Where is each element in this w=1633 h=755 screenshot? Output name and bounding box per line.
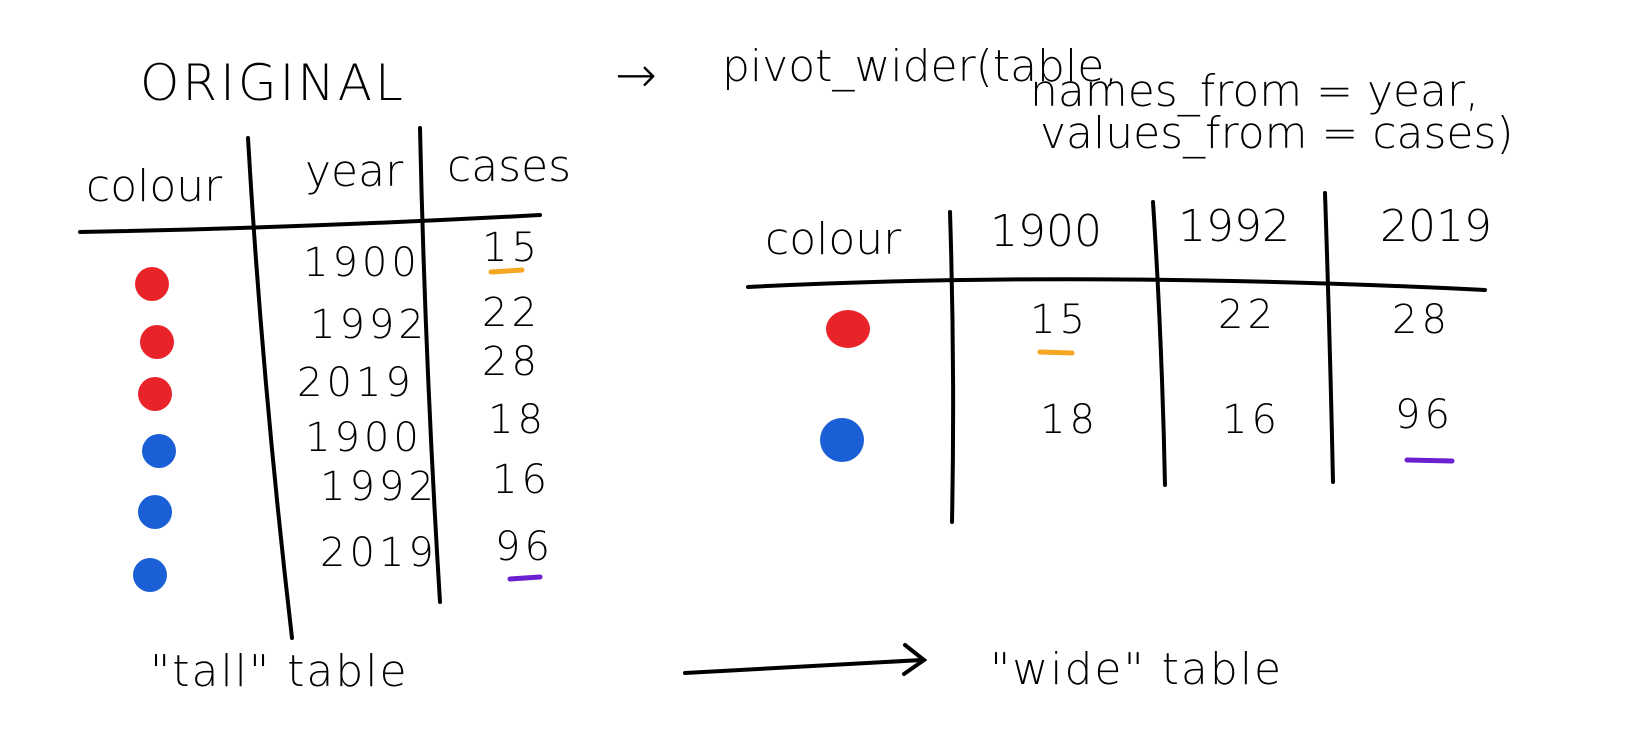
tall-cases-1: 15: [482, 225, 541, 271]
red-dot: [135, 267, 169, 301]
tall-cases-2: 22: [482, 290, 541, 336]
tall-col-rule-2: [418, 126, 442, 604]
blue-dot: [820, 418, 864, 462]
wide-header-rule: [746, 277, 1487, 292]
tall-year-3: 2019: [297, 360, 415, 406]
right-arrow-icon: →: [615, 46, 657, 104]
original-title: ORIGINAL: [140, 54, 406, 112]
wide-col-rule-3: [1323, 191, 1335, 484]
tall-header-colour: colour: [86, 161, 223, 212]
tall-year-4: 1900: [305, 415, 423, 461]
bottom-arrow-head: [902, 643, 928, 676]
tall-highlight-96: [507, 574, 543, 582]
wide-red-1992: 22: [1218, 292, 1277, 338]
red-dot: [826, 310, 870, 348]
wide-blue-2019: 96: [1395, 392, 1454, 438]
wide-col-rule-2: [1151, 200, 1167, 487]
tall-cases-6: 96: [495, 524, 554, 570]
blue-dot: [138, 495, 172, 529]
red-dot: [140, 325, 174, 359]
blue-dot: [133, 558, 167, 592]
tall-col-rule-1: [246, 136, 294, 640]
wide-col-rule-1: [948, 210, 956, 524]
wide-header-1992: 1992: [1178, 201, 1290, 252]
tall-header-rule: [78, 213, 542, 234]
wide-header-1900: 1900: [990, 206, 1102, 257]
wide-header-2019: 2019: [1380, 201, 1492, 252]
bottom-arrow-shaft: [683, 658, 924, 675]
tall-year-1: 1900: [303, 240, 421, 286]
tall-cases-5: 16: [492, 457, 551, 503]
code-line-3: values_from = cases): [1040, 108, 1514, 159]
code-line-1: pivot_wider(table,: [722, 41, 1119, 92]
wide-red-1900: 15: [1030, 297, 1089, 343]
wide-table-caption: "wide" table: [990, 644, 1284, 695]
tall-header-year: year: [305, 146, 404, 197]
tall-year-6: 2019: [320, 530, 438, 576]
wide-highlight-15: [1037, 349, 1075, 356]
tall-highlight-15: [488, 267, 525, 275]
tall-table-caption: "tall" table: [150, 646, 409, 697]
tall-cases-4: 18: [488, 397, 547, 443]
red-dot: [138, 377, 172, 411]
wide-header-colour: colour: [765, 214, 902, 265]
tall-cases-3: 28: [482, 339, 541, 385]
wide-blue-1992: 16: [1222, 397, 1281, 443]
tall-year-2: 1992: [310, 302, 428, 348]
blue-dot: [142, 434, 176, 468]
tall-header-cases: cases: [447, 141, 572, 192]
wide-highlight-96: [1404, 457, 1455, 464]
wide-red-2019: 28: [1392, 297, 1451, 343]
wide-blue-1900: 18: [1040, 397, 1099, 443]
code-line-2: names_from = year,: [1030, 66, 1480, 117]
tall-year-5: 1992: [320, 464, 438, 510]
